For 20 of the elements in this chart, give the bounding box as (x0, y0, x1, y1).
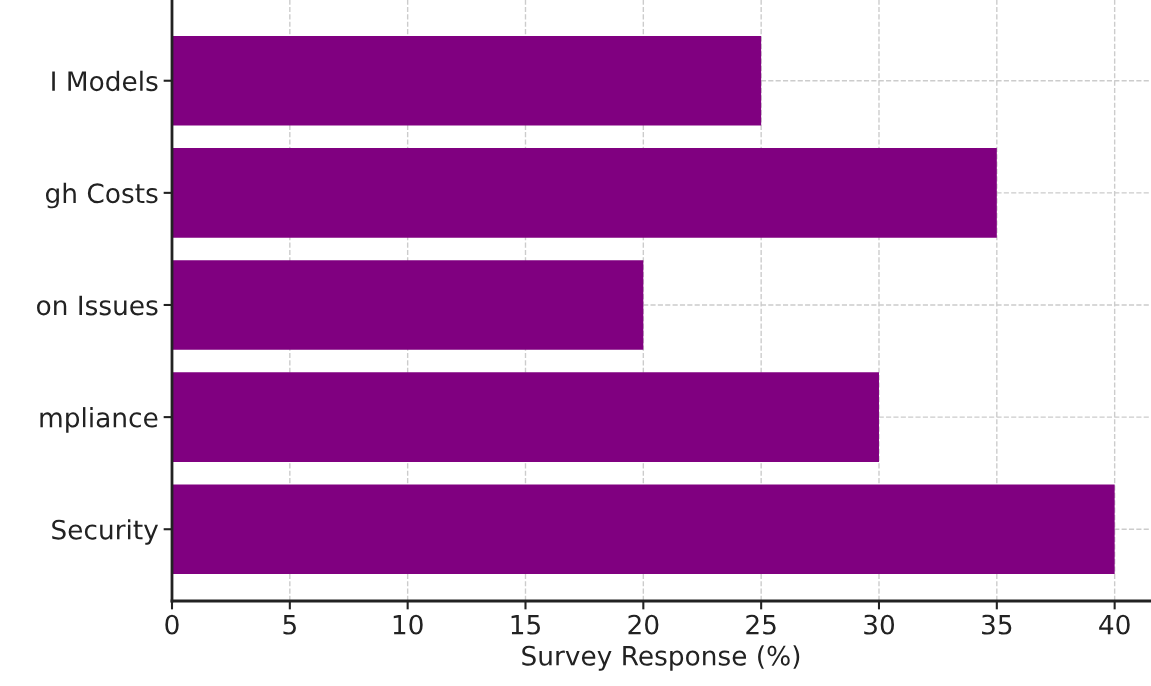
y-tick-label: mpliance (40, 407, 158, 433)
x-tick-label: 40 (1099, 614, 1130, 635)
x-tick-label: 20 (628, 614, 659, 635)
bar (172, 372, 879, 462)
y-tick-label: gh Costs (45, 182, 158, 209)
x-axis-title: Survey Response (%) (522, 645, 800, 671)
y-tick-label: Security (52, 519, 159, 545)
y-tick-label: on Issues (37, 295, 158, 316)
x-tick-label: 15 (511, 615, 540, 635)
x-tick-label: 0 (165, 614, 179, 635)
bar (172, 35, 762, 126)
x-tick-label: 25 (746, 614, 776, 635)
x-tick-label: 10 (393, 614, 423, 635)
x-tick-label: 35 (982, 614, 1012, 635)
bar (172, 484, 1115, 575)
bar (172, 260, 644, 350)
x-tick-label: 30 (864, 614, 895, 635)
y-tick-label: I Models (52, 70, 158, 92)
x-tick-label: 5 (283, 615, 296, 635)
bar (172, 148, 997, 238)
